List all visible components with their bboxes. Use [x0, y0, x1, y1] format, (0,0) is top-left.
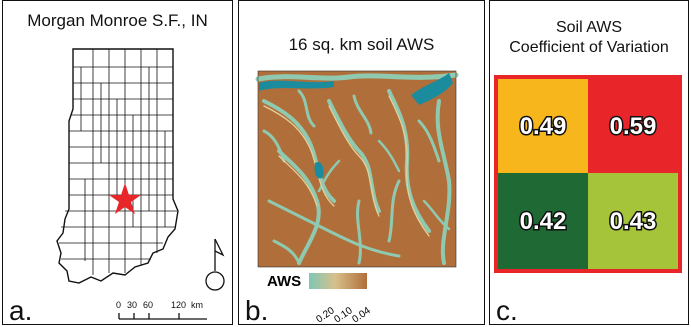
cv-value: 0.59 — [610, 113, 657, 140]
panel-a-title: Morgan Monroe S.F., IN — [27, 11, 208, 30]
scale-label: 120 — [171, 300, 186, 310]
cv-value: 0.49 — [520, 113, 567, 140]
panel-c-cv-grid: Soil AWS Coefficient of Variation 0.49 0… — [489, 0, 689, 325]
valley-margins — [263, 95, 430, 237]
scale-label: 60 — [143, 300, 153, 310]
aws-legend-title: AWS — [267, 273, 301, 290]
water-bodies — [259, 73, 453, 179]
location-star-icon — [109, 183, 141, 214]
panel-b-title: 16 sq. km soil AWS — [288, 35, 435, 54]
scale-label: 0 — [116, 300, 121, 310]
panel-a-location-map: Morgan Monroe S.F., IN — [2, 0, 233, 325]
panel-c-title-line1: Soil AWS — [555, 19, 623, 36]
cv-cell — [588, 79, 678, 173]
panel-b-letter: b. — [245, 295, 269, 325]
indiana-outline — [56, 48, 179, 284]
cv-value: 0.42 — [520, 208, 567, 235]
panel-a-letter: a. — [9, 295, 33, 325]
cv-cell — [498, 173, 588, 269]
valley-network — [255, 72, 459, 265]
scale-label: km — [191, 300, 203, 310]
panel-b-soil-aws-map: 16 sq. km soil AWS — [238, 0, 485, 325]
cv-cell — [588, 173, 678, 269]
panel-c-title-line2: Coefficient of Variation — [509, 39, 669, 56]
cv-value: 0.43 — [610, 208, 657, 235]
cv-cell — [498, 79, 588, 173]
aws-legend-colorbar — [309, 273, 367, 289]
panel-c-letter: c. — [496, 295, 518, 325]
cv-grid: 0.49 0.59 0.42 0.43 — [494, 75, 682, 273]
indiana-map: 0 30 60 120 km — [56, 48, 225, 320]
scale-labels: 0 30 60 120 km — [116, 300, 203, 310]
county-boundaries — [59, 49, 177, 275]
scale-bar — [118, 313, 207, 320]
scale-label: 30 — [127, 300, 137, 310]
legend-tick: 0.04 — [350, 305, 373, 325]
north-arrow-icon — [205, 238, 225, 291]
aws-raster-map: AWS 0.20 0.10 0.04 — [255, 70, 459, 325]
